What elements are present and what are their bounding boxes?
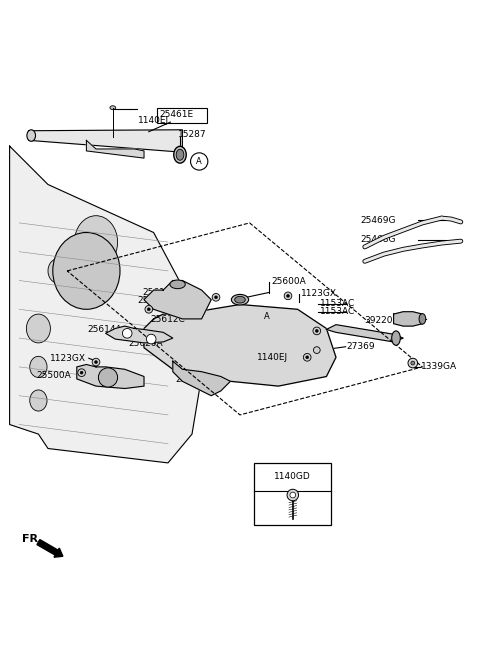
Ellipse shape bbox=[170, 280, 185, 288]
Circle shape bbox=[313, 347, 320, 353]
Circle shape bbox=[215, 296, 217, 299]
Text: 25611: 25611 bbox=[137, 296, 166, 305]
Circle shape bbox=[80, 371, 83, 374]
Text: A: A bbox=[264, 312, 269, 321]
Text: 1153AC: 1153AC bbox=[320, 307, 355, 316]
Text: 25614: 25614 bbox=[143, 288, 171, 297]
Circle shape bbox=[315, 329, 318, 332]
Text: 1123GX: 1123GX bbox=[301, 290, 337, 298]
Ellipse shape bbox=[174, 147, 186, 163]
Ellipse shape bbox=[27, 130, 36, 141]
Circle shape bbox=[78, 369, 85, 376]
Circle shape bbox=[146, 334, 156, 344]
Text: 1339GA: 1339GA bbox=[421, 363, 457, 371]
Circle shape bbox=[306, 356, 309, 359]
Circle shape bbox=[313, 327, 321, 334]
Text: 25600A: 25600A bbox=[271, 277, 306, 286]
Text: 25500A: 25500A bbox=[36, 371, 71, 380]
Ellipse shape bbox=[231, 294, 249, 305]
Text: 1140EJ: 1140EJ bbox=[257, 353, 288, 362]
Text: 25469G: 25469G bbox=[360, 215, 396, 225]
Circle shape bbox=[98, 368, 118, 387]
Text: A: A bbox=[196, 157, 202, 166]
Text: 39220G: 39220G bbox=[364, 316, 399, 325]
Circle shape bbox=[122, 328, 132, 338]
Text: 15287: 15287 bbox=[178, 129, 206, 139]
Polygon shape bbox=[77, 365, 144, 388]
Ellipse shape bbox=[30, 356, 47, 378]
Circle shape bbox=[95, 361, 97, 363]
Circle shape bbox=[303, 353, 311, 361]
Ellipse shape bbox=[30, 390, 47, 411]
Circle shape bbox=[290, 492, 296, 498]
Polygon shape bbox=[394, 311, 422, 326]
Text: 25612C: 25612C bbox=[150, 315, 185, 325]
Circle shape bbox=[287, 489, 299, 501]
Polygon shape bbox=[106, 326, 173, 343]
Ellipse shape bbox=[110, 106, 116, 110]
Polygon shape bbox=[29, 130, 182, 152]
Text: 1123GX: 1123GX bbox=[50, 353, 86, 363]
Circle shape bbox=[212, 294, 220, 301]
Ellipse shape bbox=[74, 215, 118, 269]
Text: 25461E: 25461E bbox=[159, 110, 193, 120]
Text: 25620A: 25620A bbox=[129, 340, 163, 348]
Text: 1153AC: 1153AC bbox=[320, 299, 355, 308]
Circle shape bbox=[284, 292, 292, 300]
Circle shape bbox=[147, 308, 150, 311]
Text: 27369: 27369 bbox=[347, 342, 375, 351]
Text: 25468G: 25468G bbox=[360, 235, 396, 244]
Ellipse shape bbox=[235, 296, 245, 303]
Polygon shape bbox=[144, 304, 336, 386]
Circle shape bbox=[145, 306, 153, 313]
Polygon shape bbox=[86, 141, 144, 158]
Ellipse shape bbox=[392, 331, 400, 346]
Text: 1140EJ: 1140EJ bbox=[138, 116, 169, 125]
Circle shape bbox=[92, 358, 100, 366]
Circle shape bbox=[408, 358, 418, 368]
Ellipse shape bbox=[419, 313, 426, 324]
Text: FR.: FR. bbox=[22, 533, 42, 544]
Polygon shape bbox=[173, 361, 230, 396]
FancyArrow shape bbox=[37, 539, 63, 557]
Circle shape bbox=[411, 361, 415, 365]
Ellipse shape bbox=[176, 149, 184, 160]
Text: 1140GD: 1140GD bbox=[275, 472, 311, 481]
Ellipse shape bbox=[26, 314, 50, 343]
Ellipse shape bbox=[48, 259, 67, 283]
Polygon shape bbox=[326, 325, 403, 342]
Polygon shape bbox=[10, 146, 202, 463]
Ellipse shape bbox=[53, 233, 120, 309]
Circle shape bbox=[287, 294, 289, 298]
Text: 25614A: 25614A bbox=[88, 325, 122, 334]
Polygon shape bbox=[144, 281, 211, 319]
Text: 25126: 25126 bbox=[176, 375, 204, 384]
